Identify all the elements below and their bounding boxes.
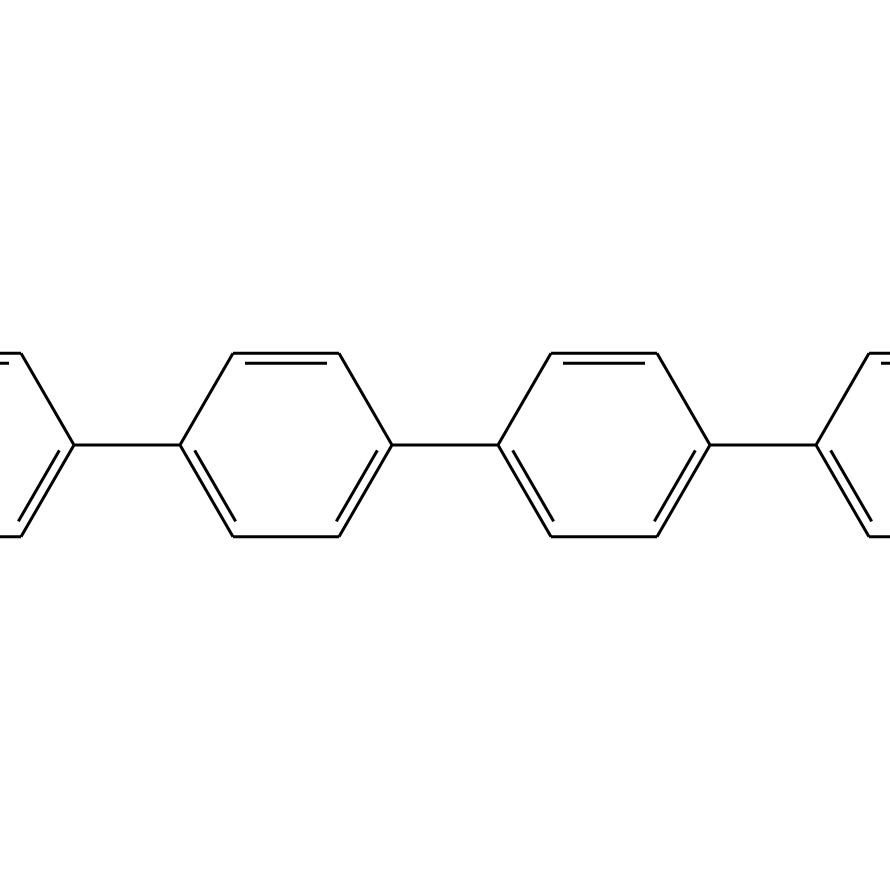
molecule-diagram: NN bbox=[0, 0, 890, 890]
bond-line bbox=[21, 445, 74, 537]
bond-line bbox=[498, 353, 551, 445]
bond-line bbox=[657, 445, 710, 537]
bond-line bbox=[513, 450, 554, 521]
structure bbox=[0, 353, 890, 537]
bond-line bbox=[180, 445, 233, 537]
bond-line bbox=[657, 353, 710, 445]
bond-line bbox=[816, 353, 869, 445]
bond-line bbox=[831, 450, 872, 521]
bond-line bbox=[816, 445, 869, 537]
bond-line bbox=[498, 445, 551, 537]
bond-line bbox=[654, 450, 695, 521]
bond-line bbox=[336, 450, 377, 521]
bond-line bbox=[180, 353, 233, 445]
bond-line bbox=[195, 450, 236, 521]
bond-line bbox=[18, 450, 59, 521]
bond-line bbox=[21, 353, 74, 445]
bond-line bbox=[339, 445, 392, 537]
bond-line bbox=[339, 353, 392, 445]
